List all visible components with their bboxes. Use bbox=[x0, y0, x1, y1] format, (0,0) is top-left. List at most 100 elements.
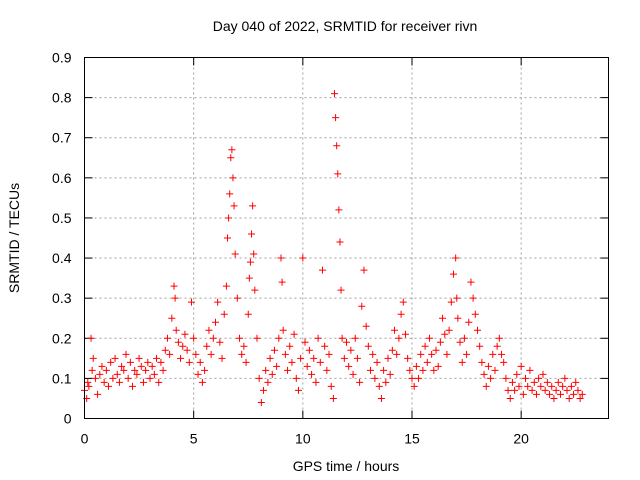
data-point bbox=[250, 250, 258, 258]
data-point bbox=[183, 346, 191, 354]
x-axis-label: GPS time / hours bbox=[293, 458, 400, 474]
data-point bbox=[421, 342, 429, 350]
data-point bbox=[212, 318, 219, 326]
data-point bbox=[449, 270, 457, 278]
data-point bbox=[226, 190, 234, 198]
data-point bbox=[561, 374, 569, 382]
data-point bbox=[270, 346, 278, 354]
data-point bbox=[209, 334, 217, 342]
data-point bbox=[453, 294, 461, 302]
data-point bbox=[458, 358, 466, 366]
data-point bbox=[519, 390, 527, 398]
data-point bbox=[467, 278, 475, 286]
data-point bbox=[399, 298, 407, 306]
data-point bbox=[255, 374, 263, 382]
data-point bbox=[493, 342, 501, 350]
axis-ticks bbox=[84, 57, 609, 419]
x-tick-label: 0 bbox=[81, 431, 89, 447]
data-point bbox=[484, 362, 492, 370]
data-point bbox=[190, 334, 198, 342]
plot-frame bbox=[84, 57, 609, 419]
data-point bbox=[301, 338, 309, 346]
data-point bbox=[559, 382, 567, 390]
data-point bbox=[129, 382, 137, 390]
data-point bbox=[515, 382, 523, 390]
data-point bbox=[144, 358, 152, 366]
data-point bbox=[85, 382, 93, 390]
data-point bbox=[201, 366, 209, 374]
data-point bbox=[377, 394, 385, 402]
data-point bbox=[288, 358, 296, 366]
data-point bbox=[334, 170, 342, 178]
data-point bbox=[137, 362, 145, 370]
data-point bbox=[556, 390, 564, 398]
data-point bbox=[185, 358, 193, 366]
data-point bbox=[229, 174, 237, 182]
data-point bbox=[277, 254, 285, 262]
data-point bbox=[146, 374, 154, 382]
data-point bbox=[260, 386, 268, 394]
data-point bbox=[522, 374, 530, 382]
data-point bbox=[430, 366, 438, 374]
data-point bbox=[428, 350, 436, 358]
data-point bbox=[126, 358, 134, 366]
data-point bbox=[238, 350, 246, 358]
data-point bbox=[382, 378, 390, 386]
data-point bbox=[120, 366, 128, 374]
data-point bbox=[567, 382, 575, 390]
data-point bbox=[248, 230, 256, 238]
data-point bbox=[107, 358, 115, 366]
data-point bbox=[168, 314, 176, 322]
data-point bbox=[511, 386, 519, 394]
data-point bbox=[349, 370, 357, 378]
data-point bbox=[109, 374, 117, 382]
data-point bbox=[286, 342, 294, 350]
data-point bbox=[572, 378, 580, 386]
data-point bbox=[474, 326, 481, 334]
data-point bbox=[327, 382, 335, 390]
data-point bbox=[358, 302, 366, 310]
data-point bbox=[513, 370, 521, 378]
data-point bbox=[570, 390, 578, 398]
data-point bbox=[111, 354, 119, 362]
data-point bbox=[565, 394, 573, 402]
data-point bbox=[228, 146, 236, 154]
data-point bbox=[508, 378, 516, 386]
data-point bbox=[434, 362, 442, 370]
data-point bbox=[131, 366, 139, 374]
data-point bbox=[471, 310, 479, 318]
data-point bbox=[174, 338, 182, 346]
data-point bbox=[578, 390, 586, 398]
y-tick-label: 0.3 bbox=[52, 290, 72, 306]
data-point bbox=[417, 350, 425, 358]
data-point bbox=[362, 322, 370, 330]
data-point bbox=[375, 382, 383, 390]
data-point bbox=[218, 354, 226, 362]
data-point bbox=[268, 370, 276, 378]
data-point bbox=[216, 338, 224, 346]
data-point bbox=[506, 394, 514, 402]
data-point bbox=[364, 342, 372, 350]
data-point bbox=[84, 378, 92, 386]
y-tick-label: 0.5 bbox=[52, 210, 72, 226]
data-point bbox=[122, 350, 130, 358]
data-point bbox=[412, 362, 420, 370]
data-point bbox=[179, 342, 187, 350]
data-point bbox=[105, 382, 113, 390]
data-point bbox=[284, 366, 292, 374]
data-point bbox=[500, 358, 508, 366]
data-point bbox=[196, 358, 204, 366]
data-point bbox=[452, 254, 460, 262]
data-point bbox=[205, 326, 213, 334]
data-point bbox=[432, 346, 440, 354]
data-point bbox=[541, 386, 549, 394]
data-point bbox=[351, 334, 359, 342]
chart-title: Day 040 of 2022, SRMTID for receiver riv… bbox=[213, 18, 478, 34]
data-point bbox=[447, 298, 455, 306]
data-point bbox=[227, 154, 235, 162]
data-point bbox=[87, 334, 95, 342]
data-point bbox=[543, 378, 551, 386]
data-point bbox=[177, 354, 185, 362]
data-point bbox=[539, 370, 547, 378]
data-point bbox=[517, 362, 525, 370]
